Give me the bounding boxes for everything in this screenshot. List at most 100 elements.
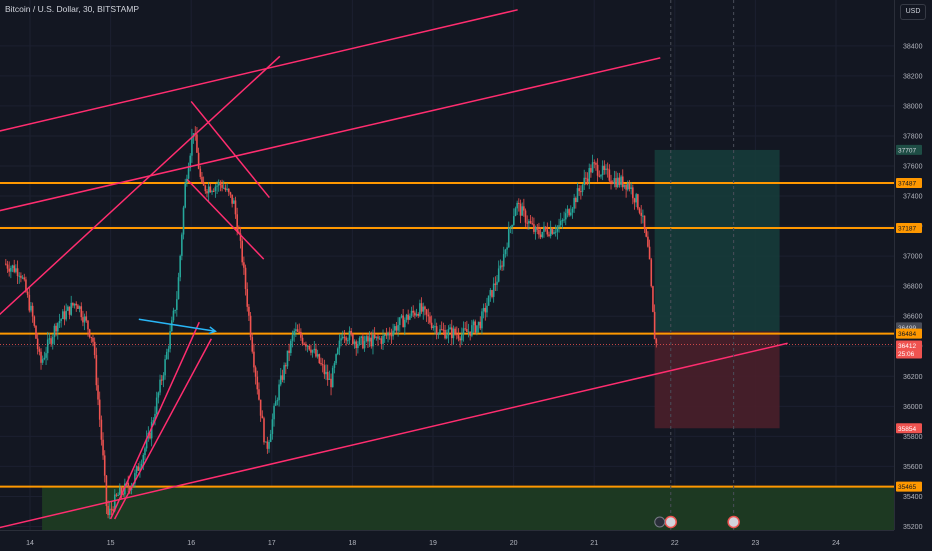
trend-lines[interactable] xyxy=(0,9,788,529)
candle-body xyxy=(512,216,515,225)
candle-body xyxy=(491,290,493,297)
candle-body xyxy=(107,505,109,516)
candle-body xyxy=(417,313,420,316)
candle-body xyxy=(246,288,249,307)
candle-body xyxy=(129,487,131,491)
trend-line[interactable] xyxy=(109,321,200,520)
candle-body xyxy=(457,334,460,339)
economic-event-icon[interactable] xyxy=(727,515,740,529)
trend-line[interactable] xyxy=(186,179,265,260)
candle-body xyxy=(474,321,477,333)
price-tick-label: 38000 xyxy=(903,103,923,110)
price-label-level xyxy=(896,177,922,188)
candle-body xyxy=(300,331,302,338)
lightning-icon[interactable] xyxy=(654,516,666,528)
candle-body xyxy=(554,231,557,233)
candle-body xyxy=(93,341,96,356)
candle-body xyxy=(226,188,228,191)
candle-body xyxy=(432,326,435,328)
profit-zone[interactable] xyxy=(654,149,780,332)
candle-body xyxy=(261,415,264,419)
time-axis[interactable]: 14 15 16 17 18 19 20 21 22 23 24 xyxy=(0,530,894,551)
candle-body xyxy=(60,318,62,322)
trend-line[interactable] xyxy=(0,55,281,316)
candle-body xyxy=(546,229,549,235)
candle-body xyxy=(68,306,71,315)
candle-body xyxy=(164,359,166,376)
candle-body xyxy=(315,348,317,357)
candle-body xyxy=(370,337,373,347)
candle-body xyxy=(569,212,572,216)
candle-body xyxy=(632,187,634,199)
currency-button[interactable]: USD xyxy=(900,4,926,20)
candle-body xyxy=(388,333,391,336)
chart-area[interactable] xyxy=(0,0,894,530)
candle-body xyxy=(367,336,369,342)
candle-body xyxy=(343,336,346,338)
candle-body xyxy=(271,419,274,434)
candle-body xyxy=(523,206,525,211)
candle-body xyxy=(179,255,181,278)
loss-zone[interactable] xyxy=(654,331,780,429)
candle-body xyxy=(509,227,512,229)
candle-body xyxy=(214,186,217,192)
candle-body xyxy=(427,314,430,317)
candle-body xyxy=(196,134,198,153)
candle-body xyxy=(174,309,176,311)
candle-body xyxy=(38,349,41,352)
price-label-text: 36499 xyxy=(898,325,916,332)
candle-body xyxy=(323,365,326,375)
candle-body xyxy=(549,228,552,237)
candle-body xyxy=(26,291,29,295)
time-tick-label: 20 xyxy=(510,540,518,547)
candle-body xyxy=(137,466,140,471)
candle-body xyxy=(222,187,225,189)
candle-body xyxy=(628,183,631,189)
candle-body xyxy=(120,487,123,494)
candle-body xyxy=(420,303,423,312)
trend-line[interactable] xyxy=(0,342,788,529)
candle-body xyxy=(308,345,311,350)
candle-body xyxy=(415,313,418,316)
economic-event-icon[interactable] xyxy=(664,515,678,529)
candle-body xyxy=(524,210,527,223)
candle-body xyxy=(588,168,591,182)
candle-body xyxy=(449,327,451,330)
candle-body xyxy=(72,302,74,306)
candle-body xyxy=(429,316,431,323)
candle-body xyxy=(543,226,545,232)
candle-body xyxy=(357,344,359,349)
time-tick-label: 21 xyxy=(590,540,598,547)
candle-body xyxy=(450,327,453,339)
candle-body xyxy=(613,178,616,184)
candle-body xyxy=(571,208,574,213)
candle-body xyxy=(611,182,614,184)
candle-body xyxy=(608,169,611,181)
arrow-line[interactable] xyxy=(138,318,216,332)
candle-body xyxy=(348,330,351,341)
candle-body xyxy=(551,228,554,234)
candle-body xyxy=(507,228,510,248)
trend-line[interactable] xyxy=(113,338,213,520)
candle-body xyxy=(558,225,560,227)
candle-body xyxy=(279,375,282,385)
candle-body xyxy=(88,329,91,338)
trend-line[interactable] xyxy=(0,57,661,212)
candle-body xyxy=(122,493,124,495)
candle-body xyxy=(63,311,66,320)
candle-body xyxy=(254,367,257,377)
candle-body xyxy=(336,348,339,355)
price-tick-label: 35200 xyxy=(903,524,923,530)
price-axis[interactable]: 3520035400356003580036000362003640036600… xyxy=(894,0,932,530)
candle-body xyxy=(236,214,238,232)
candle-body xyxy=(538,229,540,235)
candle-body xyxy=(544,226,547,230)
candle-body xyxy=(90,337,93,339)
trend-line[interactable] xyxy=(0,9,518,132)
candle-body xyxy=(25,279,27,292)
candle-body xyxy=(284,365,287,367)
candle-body xyxy=(528,221,530,224)
trend-line[interactable] xyxy=(190,100,270,199)
candle-body xyxy=(316,354,319,357)
candle-body xyxy=(626,183,629,190)
